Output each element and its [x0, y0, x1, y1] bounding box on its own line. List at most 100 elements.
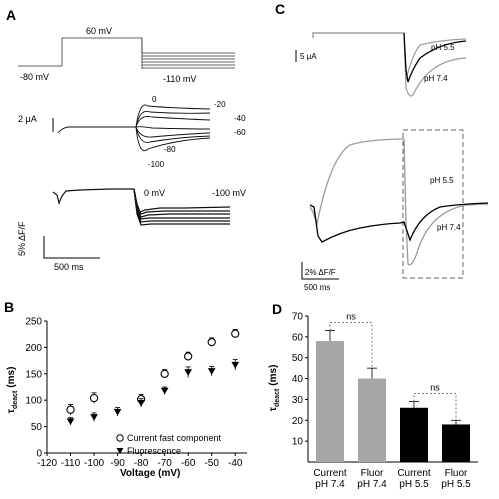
panel-a: A -80 mV 60 mV -110 mV 2 μA 0 -20 [6, 7, 246, 272]
d-y-axis-title: τdeact (ms) [268, 365, 281, 412]
fluor-scale-bar [43, 236, 100, 259]
panel-c-fluor-traces [309, 138, 489, 266]
d-y-tick-label: 10 [292, 437, 304, 448]
protocol-tail-label: -110 mV [163, 74, 196, 84]
zoom-box [402, 129, 464, 279]
panel-a-letter: A [6, 7, 16, 23]
b-y-tick-label: 100 [25, 396, 42, 407]
svg-text:τdeact(ms): τdeact (ms) [268, 365, 281, 412]
d-bars [316, 330, 470, 462]
panel-c-fluor-scale-label: 2% ΔF/F [305, 268, 336, 277]
b-y-tick-label: 0 [36, 449, 42, 460]
b-ylabel-symbol: τ [6, 408, 17, 413]
d-category-label: Fluor [445, 468, 468, 479]
d-y-ticks: 10 20 30 40 50 60 70 [292, 312, 308, 448]
current-trace-label-0: 0 [152, 95, 157, 104]
b-point-current [66, 405, 75, 414]
protocol-step-label: 60 mV [86, 26, 112, 36]
d-category-label: Fluor [361, 468, 384, 479]
panel-d-letter: D [272, 301, 282, 317]
b-point-current [184, 352, 193, 361]
svg-text:τdeact(ms): τdeact (ms) [6, 367, 19, 414]
fluorescence-traces [52, 188, 231, 226]
b-y-ticks: 0 50 100 150 200 250 [25, 317, 47, 460]
time-scale-label: 500 ms [54, 262, 84, 272]
panel-c-current-label-ph74: pH 7.4 [424, 74, 448, 83]
b-x-tick-label: -50 [204, 458, 219, 469]
panel-c-current-scale-label: 5 μA [300, 52, 317, 61]
d-bar [358, 378, 386, 462]
current-trace-label-100: -100 [148, 160, 165, 169]
current-trace-label-40: -40 [234, 114, 246, 123]
b-point-fluorescence [207, 368, 216, 375]
d-bar [442, 424, 470, 462]
fluor-label-0mv: 0 mV [144, 188, 165, 198]
d-bar [316, 341, 344, 462]
b-y-tick-label: 200 [25, 343, 42, 354]
d-y-tick-label: 20 [292, 416, 304, 427]
d-annotations: ns ns [329, 312, 457, 421]
b-y-tick-label: 250 [25, 317, 42, 328]
d-significance-label: ns [346, 312, 356, 322]
b-y-tick-label: 50 [31, 422, 43, 433]
b-x-tick-label: -110 [61, 458, 81, 469]
b-point-fluorescence [184, 369, 192, 377]
d-y-tick-label: 60 [292, 332, 304, 343]
d-category-label: Current [397, 468, 431, 479]
b-x-tick-label: -90 [110, 458, 125, 469]
b-point-current [231, 329, 240, 338]
b-y-tick-label: 150 [25, 369, 42, 380]
panel-b-letter: B [4, 299, 14, 315]
b-legend-circle-marker [116, 434, 124, 442]
b-x-tick-label: -80 [134, 458, 149, 469]
b-point-fluorescence [90, 414, 98, 421]
d-category-label: pH 5.5 [441, 479, 471, 490]
current-scale-label: 2 μA [18, 114, 37, 124]
b-legend-fluor-label: Fluorescence [127, 446, 181, 456]
b-point-fluorescence [66, 418, 75, 426]
d-significance-bracket [329, 322, 373, 369]
b-ylabel-sub: deact [12, 390, 19, 409]
voltage-protocol [18, 37, 235, 69]
d-y-tick-label: 40 [292, 374, 304, 385]
b-point-current [160, 369, 169, 378]
current-trace-label-20: -20 [214, 100, 226, 109]
d-significance-bracket [413, 393, 457, 421]
b-legend-current-label: Current fast component [127, 433, 222, 443]
current-trace-label-80: -80 [164, 145, 176, 154]
b-x-tick-label: -120 [37, 458, 57, 469]
protocol-hold-label: -80 mV [20, 72, 49, 82]
b-x-ticks: -120 -110 -100 -90 -80 -70 -60 -50 -40 [37, 453, 243, 469]
panel-c-fluor-scale-bar [301, 262, 339, 280]
d-ylabel-unit: (ms) [268, 365, 279, 386]
b-x-tick-label: -70 [157, 458, 172, 469]
current-traces [57, 104, 211, 152]
d-category-label: pH 7.4 [315, 479, 345, 490]
b-point-fluorescence [113, 408, 122, 416]
b-legend-triangle-marker [116, 448, 124, 454]
panel-c-current-label-ph55: pH 5.5 [431, 43, 455, 52]
b-point-current [207, 337, 216, 347]
b-x-tick-label: -40 [228, 458, 243, 469]
d-y-tick-label: 30 [292, 395, 304, 406]
b-point-fluorescence [137, 399, 145, 407]
panel-c-letter: C [275, 1, 285, 17]
fluor-scale-label: 5% ΔF/F [17, 221, 27, 256]
d-bar [400, 407, 428, 462]
d-y-tick-label: 70 [292, 312, 304, 323]
panel-c-time-scale-label: 500 ms [304, 283, 330, 292]
b-point-fluorescence [160, 387, 169, 395]
b-x-tick-label: -100 [84, 458, 104, 469]
d-category-label: pH 7.4 [357, 479, 387, 490]
panel-c-current-traces [312, 32, 467, 97]
d-category-label: Current [313, 468, 347, 479]
d-y-tick-label: 50 [292, 353, 304, 364]
panel-c: C 5 μA pH 5.5 pH 7.4 pH 5.5 pH 7.4 2% ΔF… [275, 1, 489, 292]
d-category-label: pH 5.5 [399, 479, 429, 490]
fluor-label-100mv: -100 mV [212, 188, 246, 198]
b-point-fluorescence [231, 361, 240, 369]
b-x-tick-label: -60 [181, 458, 196, 469]
